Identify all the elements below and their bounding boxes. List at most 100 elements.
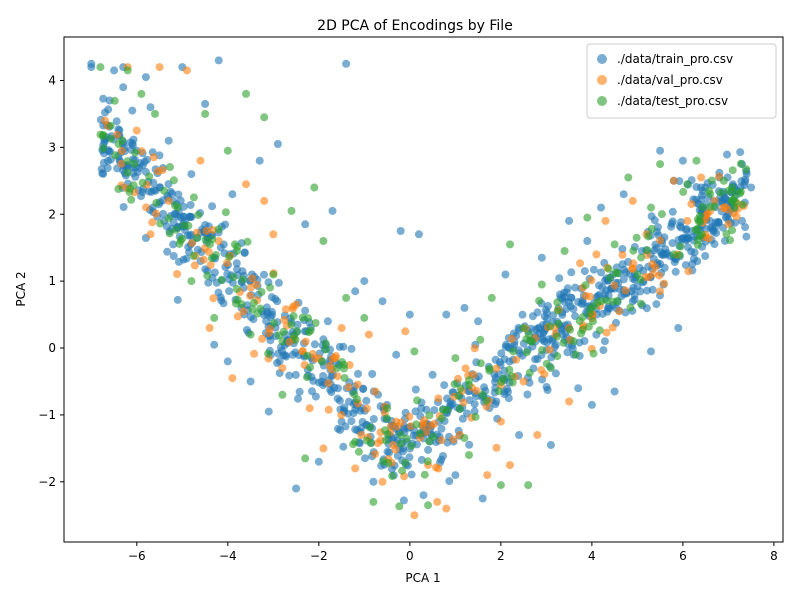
cloud-point (99, 169, 108, 178)
cloud-point (353, 395, 361, 404)
cloud-point (174, 190, 183, 199)
cloud-point (289, 312, 298, 321)
cloud-point (472, 386, 481, 395)
cloud-point (131, 172, 140, 181)
cloud-point (546, 322, 555, 331)
cloud-point (537, 366, 546, 375)
cloud-point (201, 265, 210, 274)
cloud-point (671, 267, 680, 276)
cloud-point (264, 329, 273, 337)
cloud-point (311, 354, 320, 363)
cloud-point (117, 159, 126, 168)
cloud-point (138, 161, 147, 170)
cloud-point (385, 448, 394, 457)
data-point (524, 481, 533, 490)
x-tick-label: −2 (310, 549, 328, 563)
data-point (333, 364, 341, 373)
cloud-point (626, 303, 635, 312)
data-point (205, 324, 214, 332)
data-point (128, 106, 137, 115)
cloud-point (732, 212, 741, 221)
data-point (278, 390, 287, 399)
data-point (87, 63, 96, 72)
cloud-point (248, 305, 257, 314)
legend-marker (597, 96, 607, 106)
cloud-point (731, 218, 739, 227)
cloud-point (192, 234, 201, 243)
data-point (137, 89, 146, 98)
cloud-point (600, 337, 609, 346)
cloud-point (143, 155, 151, 164)
legend-marker (597, 75, 607, 85)
x-axis-ticks: −6 −4 −2 0 2 4 6 8 (128, 542, 778, 563)
cloud-point (507, 372, 516, 381)
cloud-point (495, 358, 504, 367)
data-point (310, 183, 319, 192)
cloud-point (741, 177, 750, 186)
cloud-point (223, 258, 231, 267)
legend-label: ./data/train_pro.csv (617, 52, 733, 66)
cloud-point (621, 308, 630, 317)
cloud-point (471, 412, 480, 421)
data-point (301, 454, 310, 463)
cloud-point (668, 239, 677, 248)
data-point (565, 216, 574, 225)
data-point (424, 501, 433, 510)
plot-frame (63, 36, 784, 543)
cloud-point (494, 387, 503, 396)
cloud-point (179, 255, 188, 264)
cloud-point (430, 406, 439, 415)
data-point (401, 327, 410, 336)
cloud-point (232, 284, 241, 293)
cloud-point (327, 388, 336, 396)
cloud-point (710, 202, 719, 211)
cloud-point (525, 368, 534, 377)
data-point (342, 59, 351, 68)
cloud-point (730, 203, 739, 212)
data-point (260, 196, 269, 205)
cloud-point (314, 378, 323, 387)
data-point (164, 196, 173, 205)
data-point (301, 220, 310, 229)
cloud-point (169, 252, 178, 260)
legend-marker (597, 54, 607, 64)
data-point (656, 160, 665, 169)
cloud-point (518, 310, 527, 319)
data-point (392, 350, 401, 359)
cloud-point (310, 340, 319, 349)
data-point (196, 156, 205, 165)
data-point (314, 457, 323, 466)
cloud-point (504, 394, 513, 403)
cloud-point (508, 378, 517, 387)
data-point (506, 461, 514, 470)
cloud-point (238, 275, 247, 284)
data-point (656, 287, 665, 296)
cloud-point (563, 284, 572, 293)
data-point (678, 156, 687, 165)
cloud-point (145, 172, 154, 181)
data-point (451, 354, 460, 363)
cloud-point (319, 372, 328, 380)
x-tick-label: 8 (770, 549, 778, 563)
x-tick-label: 2 (497, 549, 505, 563)
data-point (560, 247, 569, 255)
cloud-point (660, 279, 669, 288)
data-point (164, 136, 173, 145)
cloud-point (99, 94, 108, 103)
cloud-point (482, 396, 491, 405)
data-point (483, 471, 492, 480)
cloud-point (379, 457, 388, 466)
data-point (433, 497, 442, 506)
data-point (683, 216, 692, 225)
cloud-point (661, 250, 670, 259)
cloud-point (129, 135, 138, 144)
data-point (269, 230, 278, 239)
cloud-point (604, 303, 613, 311)
cloud-point (204, 247, 213, 256)
cloud-point (246, 283, 255, 292)
cloud-point (361, 454, 369, 463)
cloud-point (176, 236, 185, 245)
cloud-point (443, 405, 452, 414)
cloud-point (425, 411, 434, 420)
data-point (392, 417, 401, 426)
